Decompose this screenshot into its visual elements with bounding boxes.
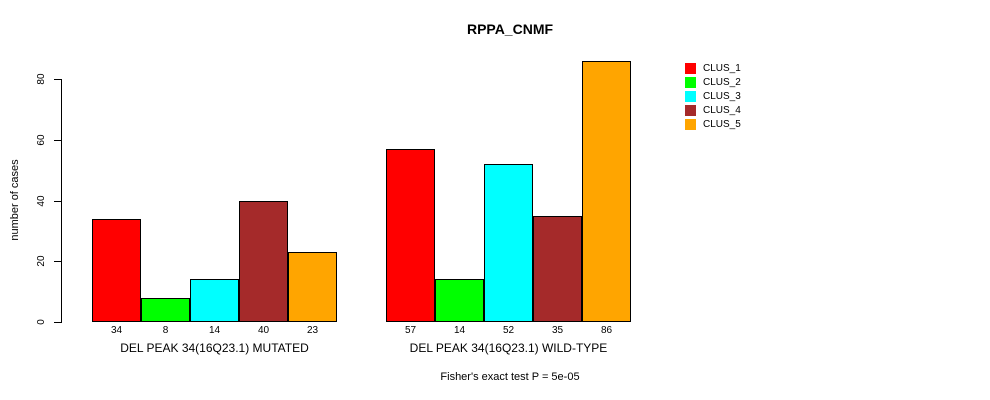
y-tick [54, 261, 61, 263]
legend-item-clus_4: CLUS_4 [685, 103, 741, 117]
bar-clus_1-group2 [386, 148, 435, 322]
y-axis-title: number of cases [9, 159, 21, 241]
bar-clus_5-group1 [288, 252, 337, 322]
bar-value-label: 14 [453, 325, 466, 336]
bar-value-label: 40 [257, 325, 270, 336]
y-tick [54, 79, 61, 80]
group-label: DEL PEAK 34(16Q23.1) WILD-TYPE [409, 341, 608, 355]
legend-label: CLUS_1 [703, 62, 741, 74]
y-tick-label: 60 [35, 134, 47, 146]
y-tick-label: 0 [35, 319, 47, 325]
y-tick-label: 40 [35, 194, 47, 207]
legend-item-clus_3: CLUS_3 [685, 89, 741, 103]
bar-value-label: 23 [306, 325, 319, 336]
legend-label: CLUS_3 [703, 90, 741, 102]
legend-label: CLUS_5 [703, 118, 741, 130]
bar-value-label: 57 [404, 325, 417, 336]
bar-value-label: 86 [600, 325, 613, 336]
bar-clus_3-group2 [484, 164, 533, 322]
bar-clus_1-group1 [92, 218, 141, 322]
bar-clus_4-group1 [239, 200, 288, 322]
bar-clus_2-group1 [141, 297, 190, 322]
bar-value-label: 34 [110, 325, 123, 336]
group-label: DEL PEAK 34(16Q23.1) MUTATED [120, 341, 309, 355]
y-tick-label: 20 [35, 255, 47, 267]
legend-swatch-icon [685, 90, 696, 102]
legend-item-clus_5: CLUS_5 [685, 117, 741, 131]
bar-clus_5-group2 [582, 60, 631, 322]
bar-clus_2-group2 [435, 279, 484, 322]
y-axis-line [61, 79, 62, 323]
legend-swatch-icon [685, 62, 696, 74]
legend-item-clus_2: CLUS_2 [685, 75, 741, 89]
y-tick [54, 322, 61, 323]
bar-value-label: 52 [502, 325, 515, 336]
legend-swatch-icon [685, 104, 696, 116]
legend-swatch-icon [685, 76, 696, 88]
y-tick [54, 139, 61, 141]
y-tick [54, 200, 61, 202]
bar-value-label: 8 [162, 325, 169, 336]
chart-title: RPPA_CNMF [466, 21, 554, 37]
footnote-fishers-test: Fisher's exact test P = 5e-05 [440, 371, 580, 383]
bar-clus_4-group2 [533, 215, 582, 322]
legend: CLUS_1 CLUS_2 CLUS_3 CLUS_4 CLUS_5 [685, 61, 741, 131]
legend-item-clus_1: CLUS_1 [685, 61, 741, 75]
legend-label: CLUS_2 [703, 76, 741, 88]
bar-value-label: 14 [208, 325, 221, 336]
bar-value-label: 35 [551, 325, 564, 336]
legend-swatch-icon [685, 118, 696, 130]
y-tick-label: 80 [35, 73, 47, 85]
legend-label: CLUS_4 [703, 104, 741, 116]
bar-clus_3-group1 [190, 279, 239, 322]
